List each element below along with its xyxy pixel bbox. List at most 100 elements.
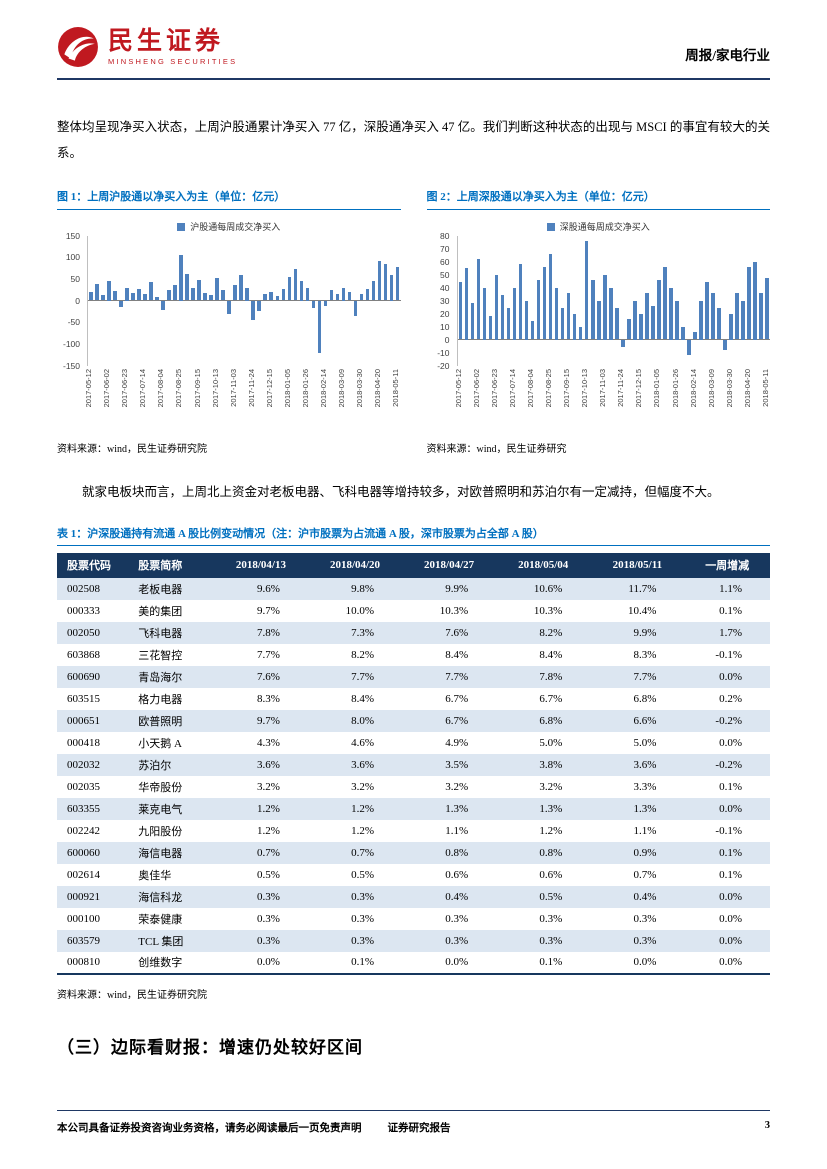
bar [263,294,268,301]
holding-value: 0.4% [402,885,497,908]
x-tick-label: 2017-06-23 [489,368,499,407]
bar [251,300,256,320]
y-tick-label: 40 [440,282,450,293]
stock-name: 华帝股份 [138,781,183,794]
bar [476,258,481,340]
holding-value: 0.7% [307,841,403,864]
holding-value: 0.3% [351,912,375,925]
stock-name: 欧普照明 [128,709,214,732]
bar [215,277,219,301]
page-number: 3 [764,1120,770,1131]
x-tick-label: 2017-10-13 [210,368,220,407]
bar [669,287,673,340]
holding-value: 8.4% [445,648,469,661]
stock-code: 000810 [67,956,100,968]
bar [149,282,153,301]
holding-value: 0.9% [590,841,685,864]
bar [735,292,739,340]
bar [191,288,195,301]
table-row: 603579 TCL 集团 0.3% 0.3% 0.3% 0.3% 0.3% 0.0% [57,929,770,952]
holding-value: 7.8% [213,621,308,644]
holding-value: 0.0% [257,956,280,968]
x-tick-label: 2018-03-09 [706,368,716,407]
holding-value: -0.1% [715,648,742,661]
brand-subtitle: MINSHENG SECURITIES [108,57,238,67]
holding-value: 1.2% [351,824,375,837]
bar [554,287,559,340]
holding-value: 3.6% [307,753,403,776]
bar [693,331,697,340]
holding-value: -0.2% [684,709,770,732]
stock-name: 九阳股份 [138,825,183,838]
bar [524,300,529,340]
holding-value: 1.3% [402,797,497,820]
stock-name: 小天鹅 A [138,737,182,750]
stock-name: 荣泰健康 [138,913,183,926]
bar [596,300,601,340]
holding-value: 0.3% [590,929,685,952]
x-tick-label: 2018-03-30 [355,368,365,407]
holding-value: -0.2% [684,753,770,776]
figure-1: 图 1：上周沪股通以净买入为主（单位：亿元） 沪股通每周成交净买入 -150 -1… [57,188,401,455]
x-axis: 2017-05-12 2017-06-02 2017-06-23 2017-07-14… [84,366,401,430]
bar [638,313,643,340]
bar [759,292,763,340]
stock-name: 创维数字 [138,957,183,969]
bar [632,300,637,340]
table-row: 002614 奥佳华 0.5% 0.5% 0.6% 0.6% 0.7% 0.1% [57,864,770,886]
stock-code: 000651 [57,709,129,732]
brand-logo: 民生证券 MINSHENG SECURITIES [57,26,237,68]
holding-value: 11.7% [590,577,685,600]
holding-value: 8.3% [257,692,280,705]
x-tick-label: 2017-08-04 [525,368,535,407]
stock-code: 002508 [57,577,129,600]
holding-value: 3.5% [402,753,497,776]
bar [125,287,129,301]
holding-value: 6.7% [402,709,497,732]
holding-value: 0.3% [539,912,563,925]
y-tick-label: 150 [65,230,80,241]
holding-value: 0.3% [402,929,497,952]
bar [131,292,135,301]
holding-value: 0.3% [307,929,403,952]
stock-name: 奥佳华 [138,869,172,882]
bar [107,281,111,301]
holding-value: 10.4% [627,604,657,617]
table-row: 000418 小天鹅 A 4.3% 4.6% 4.9% 5.0% 5.0% 0.0% [57,732,770,754]
bar [329,290,334,301]
holding-value: 6.7% [539,692,563,705]
bar [383,263,388,301]
bar [530,321,535,340]
holding-value: 5.0% [539,736,563,749]
stock-code: 000418 [67,736,100,749]
x-tick-label: 2017-11-03 [598,368,608,407]
bar [548,253,553,340]
holding-value: 5.0% [633,736,657,749]
x-tick-label: 2017-08-25 [543,368,553,407]
holding-value: 3.2% [539,780,563,793]
x-axis: 2017-05-12 2017-06-02 2017-06-23 2017-07-14… [454,366,771,430]
bar [239,275,244,301]
holding-value: 8.0% [307,709,403,732]
holding-value: 4.6% [351,736,375,749]
holding-value: 1.2% [539,824,563,837]
legend-label: 沪股通每周成交净买入 [190,222,281,232]
bar [753,261,757,340]
plot-area [456,235,770,366]
y-tick-label: -10 [437,347,450,358]
bar [614,308,619,340]
holding-value: 6.6% [590,709,685,732]
holding-value: 10.3% [439,604,469,617]
figure-1-chart: 沪股通每周成交净买入 -150 -100 -50 0 50 100 150 2017-05-… [57,220,401,430]
brand-name: 民生证券 [108,26,225,55]
holding-value: 7.8% [496,665,591,688]
holding-value: 7.3% [307,621,403,644]
bar [143,294,147,301]
holding-value: 9.8% [307,577,403,600]
holding-value: 0.3% [213,885,308,908]
y-axis: -20 -10 0 10 20 30 40 50 60 70 80 [427,231,457,371]
bar [506,308,511,340]
bar [245,287,250,301]
table-header: 股票代码 股票简称 2018/04/13 2018/04/20 2018/04/27 20… [57,552,770,578]
bar [711,292,715,340]
